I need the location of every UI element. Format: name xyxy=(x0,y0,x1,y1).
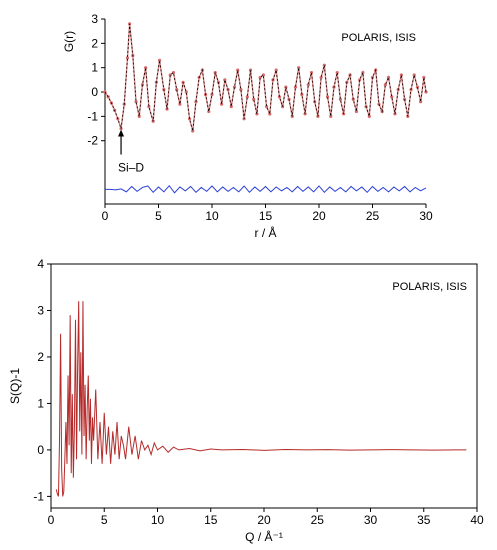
x-tick-label: 30 xyxy=(364,513,378,527)
x-tick-label: 25 xyxy=(366,209,380,223)
annotation-label: Si–D xyxy=(118,161,144,175)
x-tick-label: 0 xyxy=(102,209,109,223)
x-tick-label: 0 xyxy=(48,513,55,527)
x-tick-label: 40 xyxy=(470,513,484,527)
chart-bottom-s-of-q: 0 5 10 15 20 25 30 35 40 -1 0 1 2 3 4 Q / Å⁻¹ S(Q)-1 POLA… xyxy=(8,257,484,544)
y-axis-label: S(Q)-1 xyxy=(8,368,22,404)
x-tick-label: 5 xyxy=(101,513,108,527)
plot-frame xyxy=(50,263,478,509)
y-tick-label: 2 xyxy=(91,36,98,50)
y-tick-label: 3 xyxy=(91,12,98,26)
chart-title: POLARIS, ISIS xyxy=(341,32,416,44)
series-difference-line xyxy=(105,184,427,194)
x-tick-label: 10 xyxy=(205,209,219,223)
y-tick-label: 3 xyxy=(37,303,44,317)
x-tick-label: 15 xyxy=(204,513,218,527)
x-tick-label: 15 xyxy=(259,209,273,223)
y-tick-label: 1 xyxy=(37,396,44,410)
x-tick-label: 25 xyxy=(311,513,325,527)
x-tick-label: 10 xyxy=(151,513,165,527)
x-tick-label: 30 xyxy=(419,209,433,223)
y-tick-label: 0 xyxy=(91,85,98,99)
x-tick-label: 20 xyxy=(257,513,271,527)
chart-top-g-of-r: 0 5 10 15 20 25 30 -2 -1 0 1 2 3 r / Å G(r) POLARIS, IS… xyxy=(62,12,433,240)
y-axis-label: G(r) xyxy=(62,31,76,52)
y-tick-label: -1 xyxy=(33,489,44,503)
y-tick-label: 4 xyxy=(37,257,44,271)
series-fit-line xyxy=(104,23,427,132)
series-data-line xyxy=(55,301,467,497)
chart-title: POLARIS, ISIS xyxy=(392,281,467,293)
y-tick-label: -1 xyxy=(87,109,98,123)
y-tick-label: 1 xyxy=(91,61,98,75)
x-tick-label: 5 xyxy=(155,209,162,223)
x-tick-label: 35 xyxy=(417,513,431,527)
y-tick-label: 2 xyxy=(37,350,44,364)
x-axis-label: Q / Å⁻¹ xyxy=(245,529,283,544)
x-axis-label: r / Å xyxy=(254,225,276,240)
y-tick-label: -2 xyxy=(87,134,98,148)
annotation-arrow-head xyxy=(118,129,125,137)
y-tick-label: 0 xyxy=(37,443,44,457)
x-tick-label: 20 xyxy=(312,209,326,223)
